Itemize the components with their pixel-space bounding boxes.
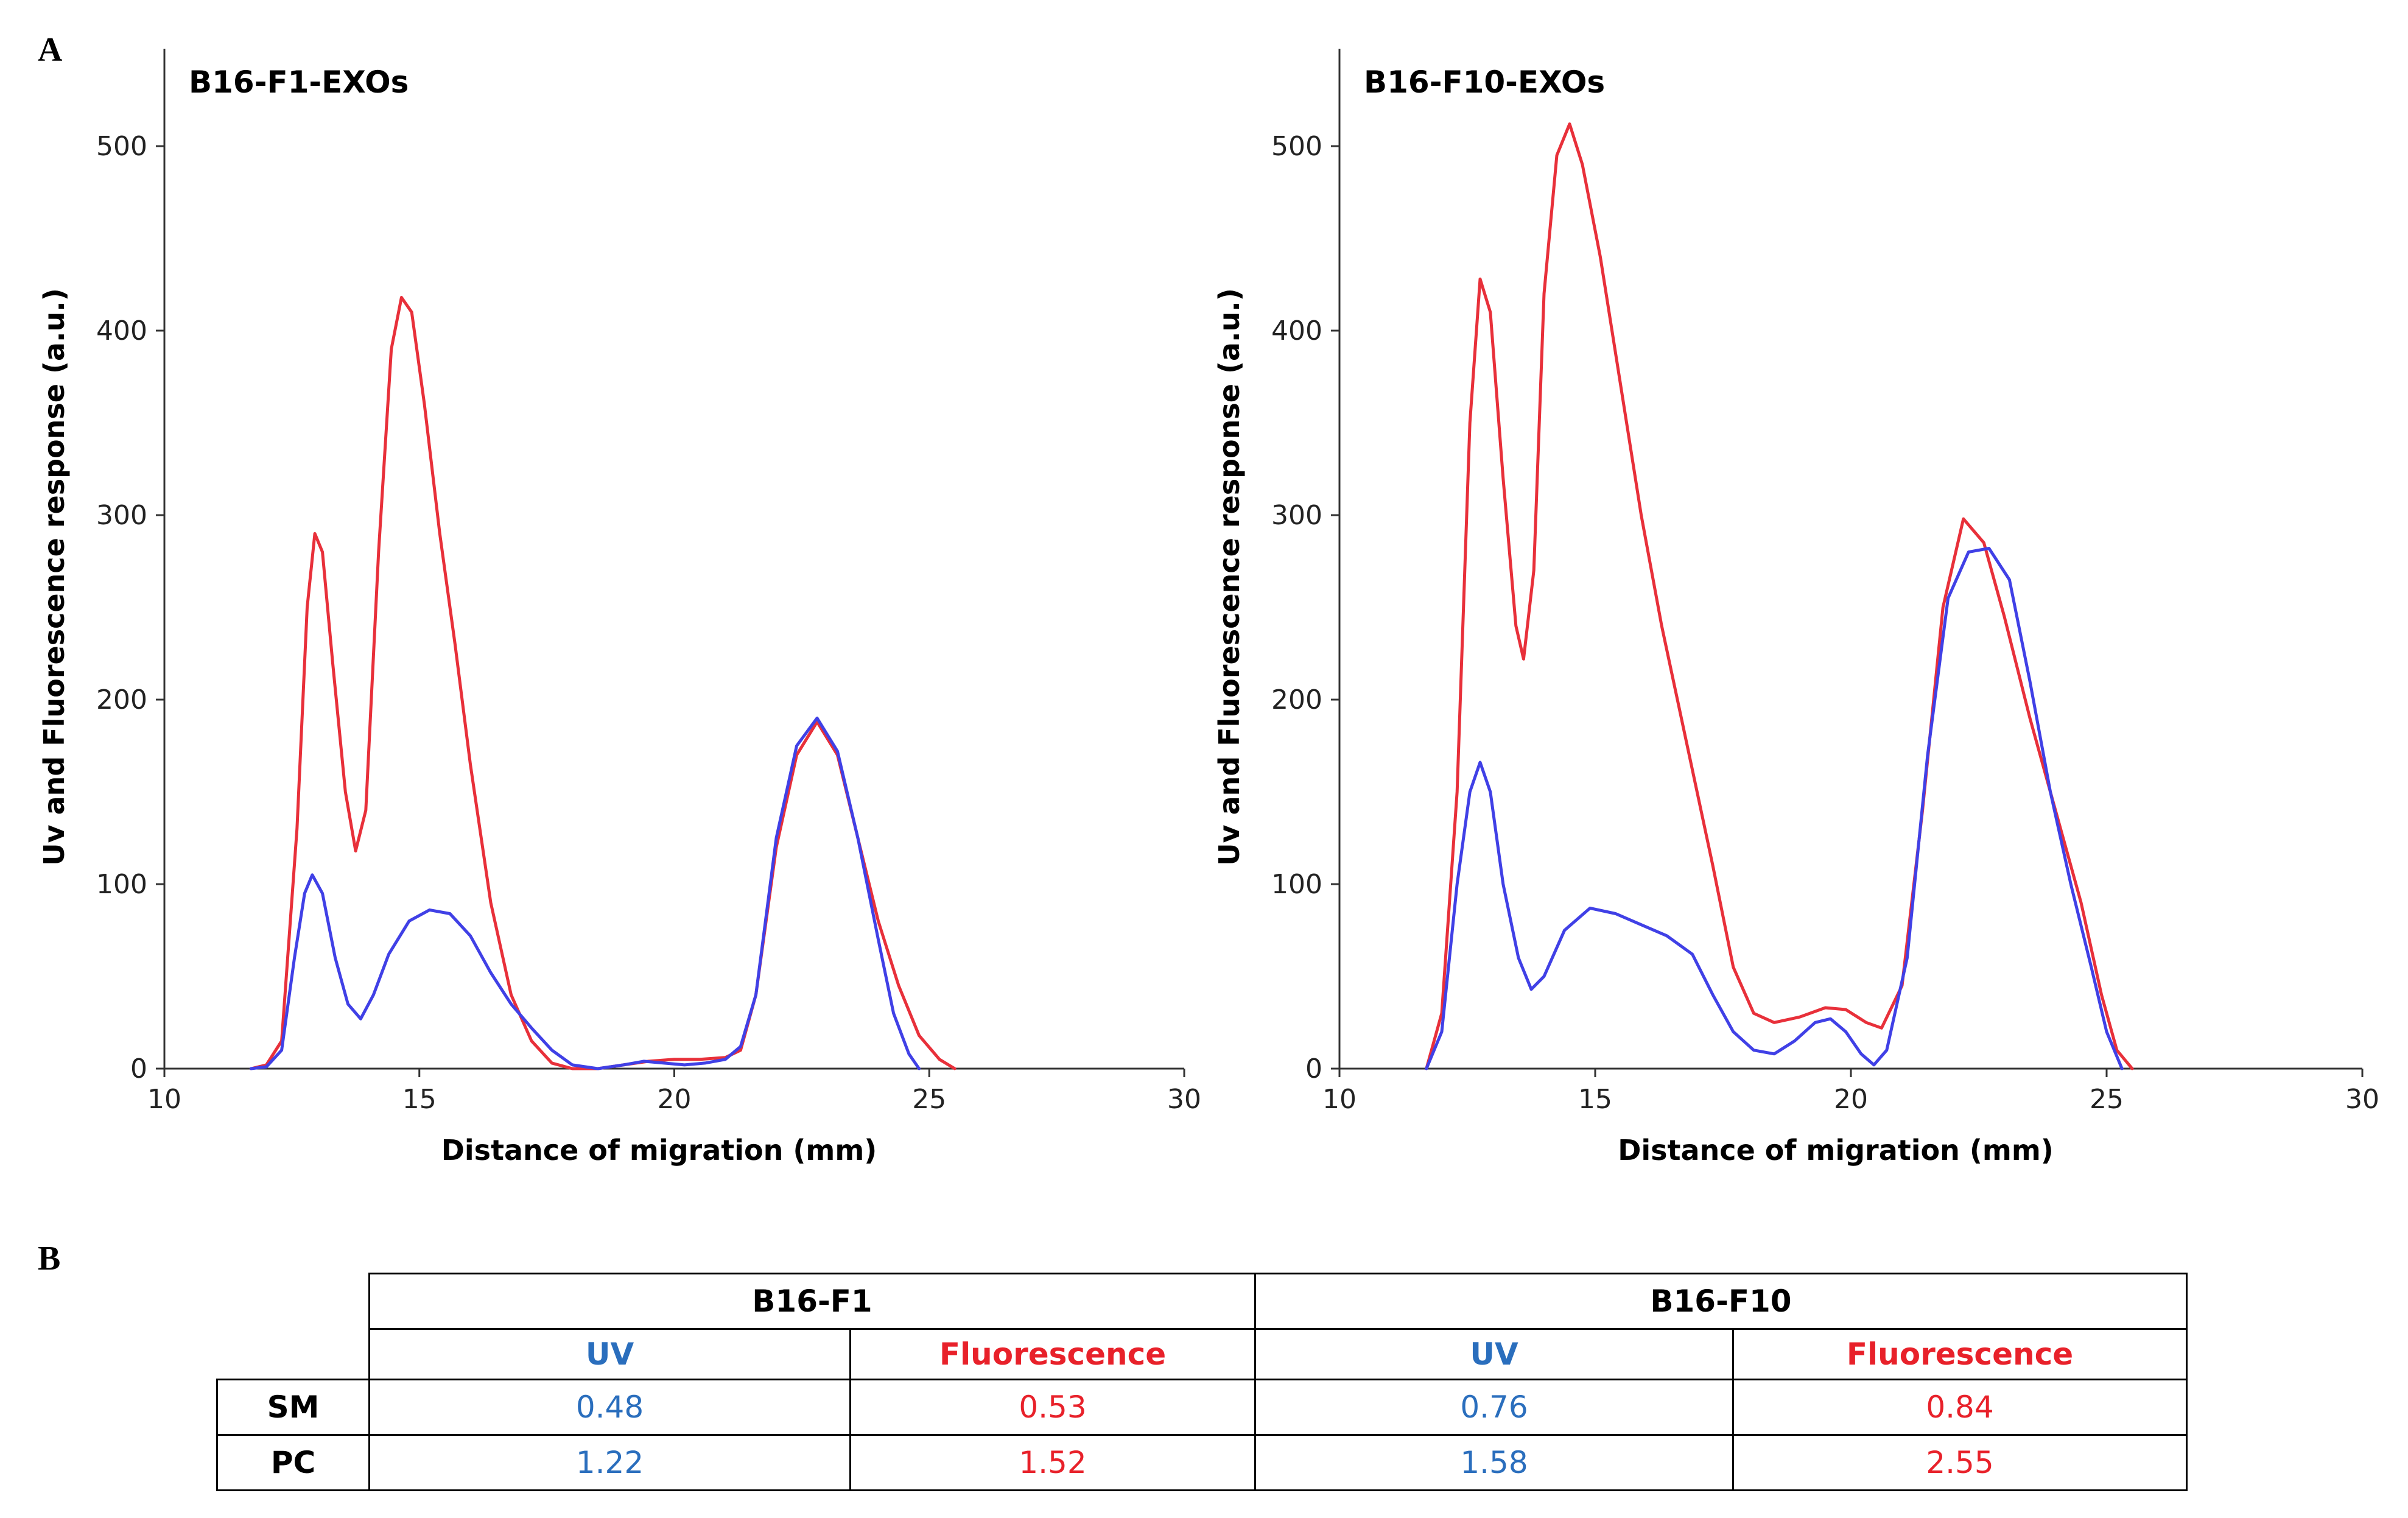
x-tick-label: 25 — [2090, 1084, 2124, 1115]
table-cell: 0.84 — [1732, 1379, 2188, 1436]
x-tick-label: 30 — [2345, 1084, 2379, 1115]
x-tick-label: 10 — [1322, 1084, 1357, 1115]
table-subheader-fluorescence: Fluorescence — [849, 1328, 1256, 1380]
chart-title: B16-F1-EXOs — [189, 65, 409, 100]
y-tick-label: 400 — [96, 315, 147, 346]
table-corner-cell — [217, 1329, 370, 1380]
table-cell: 0.76 — [1254, 1379, 1734, 1436]
table-cell: 2.55 — [1732, 1434, 2188, 1491]
x-tick-label: 15 — [1578, 1084, 1612, 1115]
y-tick-label: 100 — [1271, 869, 1322, 900]
y-tick-label: 200 — [96, 684, 147, 715]
y-axis-label: Uv and Fluorescence response (a.u.) — [1213, 288, 1246, 866]
table-subheader-uv: UV — [1254, 1328, 1734, 1380]
series-line-uv — [1425, 547, 2124, 1070]
series-line-fluorescence — [1425, 122, 2134, 1070]
y-tick-label: 0 — [1305, 1053, 1322, 1084]
y-axis-label: Uv and Fluorescence response (a.u.) — [38, 288, 71, 866]
table-cell: 1.52 — [849, 1434, 1256, 1491]
table-cell: 1.58 — [1254, 1434, 1734, 1491]
table-corner-cell — [217, 1274, 370, 1329]
x-tick-label: 20 — [1834, 1084, 1868, 1115]
table-cell: 1.22 — [368, 1434, 851, 1491]
chart-b16-f1: 0 100 200 300 400 500 10 15 20 25 30 B16-F1-EXOs Dis… — [38, 49, 1201, 1167]
x-tick-label: 15 — [402, 1084, 437, 1115]
panel-label-b: B — [38, 1240, 61, 1277]
table-row: PC 1.22 1.52 1.58 2.55 — [216, 1434, 2188, 1491]
x-tick-label: 20 — [658, 1084, 692, 1115]
y-tick-label: 200 — [1271, 684, 1322, 715]
x-tick-label: 10 — [147, 1084, 181, 1115]
table-row-label: SM — [216, 1379, 370, 1436]
y-tick-label: 500 — [96, 131, 147, 162]
table-subheader-uv: UV — [368, 1328, 851, 1380]
table-row-label: PC — [216, 1434, 370, 1491]
x-tick-label: 30 — [1167, 1084, 1201, 1115]
table-group-header: B16-F10 — [1254, 1273, 2188, 1330]
y-tick-label: 0 — [130, 1053, 147, 1084]
table-subheader-row: UV Fluorescence UV Fluorescence — [217, 1328, 2188, 1380]
x-tick-label: 25 — [912, 1084, 946, 1115]
y-tick-label: 100 — [96, 869, 147, 900]
chart-title: B16-F10-EXOs — [1364, 65, 1605, 100]
table-subheader-fluorescence: Fluorescence — [1732, 1328, 2188, 1380]
series-line-fluorescence — [249, 296, 957, 1070]
table-group-header: B16-F1 — [368, 1273, 1256, 1330]
table-cell: 0.53 — [849, 1379, 1256, 1436]
series-line-uv — [249, 716, 921, 1070]
table-row: SM 0.48 0.53 0.76 0.84 — [216, 1379, 2188, 1436]
table-group-row: B16-F1 B16-F10 — [217, 1273, 2188, 1330]
table-cell: 0.48 — [368, 1379, 851, 1436]
chart-b16-f10: 0 100 200 300 400 500 10 15 20 25 30 B16-F10-EXOs Di… — [1213, 49, 2379, 1167]
y-tick-label: 500 — [1271, 131, 1322, 162]
x-axis-label: Distance of migration (mm) — [441, 1134, 877, 1167]
y-tick-label: 300 — [1271, 500, 1322, 531]
ratio-table: B16-F1 B16-F10 UV Fluorescence UV Fluore… — [216, 1273, 2188, 1491]
y-tick-label: 400 — [1271, 315, 1322, 346]
y-tick-label: 300 — [96, 500, 147, 531]
panel-label-a: A — [38, 31, 63, 69]
x-axis-label: Distance of migration (mm) — [1618, 1134, 2054, 1167]
